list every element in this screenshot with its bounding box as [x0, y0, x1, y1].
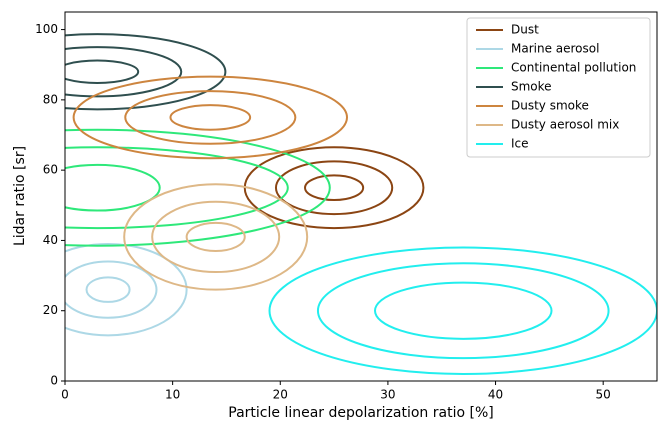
contour-ring [65, 46, 183, 98]
x-tick-label: 30 [380, 388, 395, 402]
legend-label: Dust [511, 23, 539, 37]
x-tick-label: 0 [61, 388, 69, 402]
contour-ring [65, 146, 289, 230]
x-tick-label: 40 [488, 388, 503, 402]
contour-ring [65, 260, 158, 319]
contour-ring [65, 128, 331, 247]
y-tick-label: 0 [50, 374, 58, 388]
contour-ring [185, 221, 246, 252]
x-tick-label: 20 [273, 388, 288, 402]
contour-ring [85, 276, 131, 303]
y-tick-label: 100 [35, 22, 58, 36]
x-tick-label: 50 [596, 388, 611, 402]
contour-ring [65, 163, 161, 212]
y-tick-label: 40 [43, 233, 58, 247]
contour-ring [169, 104, 252, 131]
axes-frame [64, 11, 658, 382]
legend-label: Continental pollution [511, 61, 636, 75]
x-axis-label: Particle linear depolarization ratio [%] [228, 405, 493, 421]
contour-ring [65, 59, 140, 84]
contour-ring [268, 246, 657, 375]
plot-area [65, 33, 657, 375]
legend-label: Dusty aerosol mix [511, 118, 619, 132]
contour-ring [243, 146, 425, 230]
legend-label: Dusty smoke [511, 99, 589, 113]
legend-label: Ice [511, 137, 529, 151]
legend-label: Marine aerosol [511, 42, 599, 56]
contour-ring [151, 200, 281, 274]
contour-ring [274, 160, 394, 216]
x-tick-label: 10 [165, 388, 180, 402]
contour-ring [304, 174, 365, 202]
contour-ring [124, 90, 297, 145]
legend-box [466, 17, 651, 158]
contour-ring [123, 183, 309, 291]
contour-ring [65, 33, 227, 111]
y-axis-label: Lidar ratio [sr] [12, 146, 28, 246]
contour-ring [316, 262, 610, 360]
contour-ring [65, 242, 188, 337]
contour-ring [72, 75, 349, 160]
y-tick-label: 20 [43, 303, 58, 317]
contour-ring [373, 281, 553, 340]
y-tick-label: 80 [43, 92, 58, 106]
y-tick-label: 60 [43, 163, 58, 177]
legend-label: Smoke [511, 80, 552, 94]
